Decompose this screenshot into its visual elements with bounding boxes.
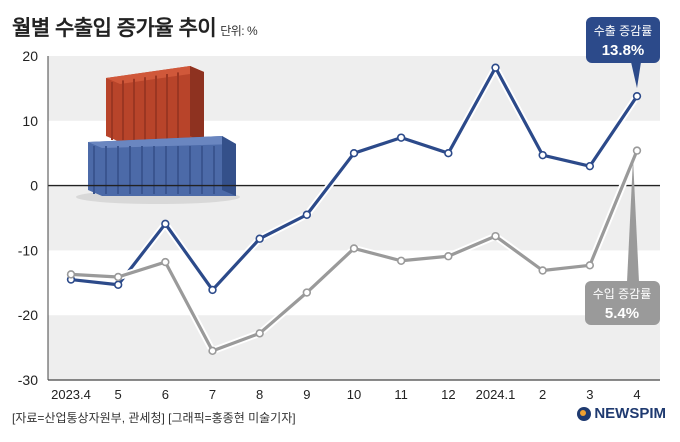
y-tick-label: -30	[18, 372, 38, 388]
y-tick-label: -20	[18, 307, 38, 323]
export-callout-box	[586, 17, 660, 63]
x-tick-label: 8	[256, 387, 263, 402]
import-callout-label: 수입 증감률	[593, 287, 652, 301]
x-tick-label: 4	[633, 387, 640, 402]
x-tick-label: 9	[303, 387, 310, 402]
import-point	[585, 261, 595, 270]
export-point	[396, 133, 406, 142]
x-tick-label: 2	[539, 387, 546, 402]
export-callout-value: 13.8%	[602, 42, 645, 59]
x-tick-label: 2023.4	[51, 387, 91, 402]
export-point	[585, 161, 595, 171]
import-point	[208, 346, 217, 356]
export-point	[255, 234, 264, 243]
x-tick-label: 2024.1	[476, 387, 516, 402]
import-point	[255, 329, 264, 338]
grid-band	[48, 315, 660, 380]
import-point	[632, 146, 642, 155]
export-point	[538, 150, 547, 160]
export-point	[161, 219, 170, 229]
import-point	[349, 244, 359, 253]
export-point	[632, 91, 642, 101]
newspim-logo: NEWSPIM	[577, 405, 666, 422]
export-callout-label: 수출 증감률	[594, 24, 653, 38]
x-tick-label: 10	[347, 387, 361, 402]
x-tick-label: 7	[209, 387, 216, 402]
export-point	[113, 280, 123, 289]
y-tick-label: -10	[18, 242, 38, 258]
export-point	[302, 210, 312, 219]
import-point	[161, 257, 170, 267]
import-point	[396, 256, 406, 265]
import-point	[444, 252, 453, 261]
y-tick-label: 0	[30, 178, 38, 194]
chart-title: 월별 수출입 증가율 추이 단위: %	[12, 17, 258, 40]
import-point	[491, 231, 500, 241]
import-point	[66, 270, 76, 279]
x-tick-label: 11	[394, 387, 408, 402]
import-point	[538, 266, 547, 275]
export-point	[491, 63, 500, 72]
logo-icon	[577, 406, 592, 421]
shipping-containers-illustration	[76, 66, 240, 204]
import-point	[302, 288, 312, 297]
x-tick-label: 12	[441, 387, 455, 402]
source-credit: [자료=산업통상자원부, 관세청] [그래픽=홍종현 미술기자]	[12, 411, 296, 425]
y-tick-label: 20	[22, 48, 38, 64]
import-callout-pointer	[627, 158, 639, 282]
export-point	[349, 149, 359, 158]
x-tick-label: 5	[115, 387, 122, 402]
unit-label: 단위: %	[220, 24, 258, 38]
export-point	[444, 149, 453, 158]
export-callout-pointer	[631, 62, 641, 89]
import-point	[113, 272, 123, 282]
import-callout-box	[585, 281, 660, 325]
x-tick-label: 6	[162, 387, 169, 402]
export-point	[208, 285, 217, 295]
x-tick-label: 3	[586, 387, 593, 402]
y-tick-label: 10	[22, 113, 38, 129]
import-callout-value: 5.4%	[605, 305, 639, 322]
